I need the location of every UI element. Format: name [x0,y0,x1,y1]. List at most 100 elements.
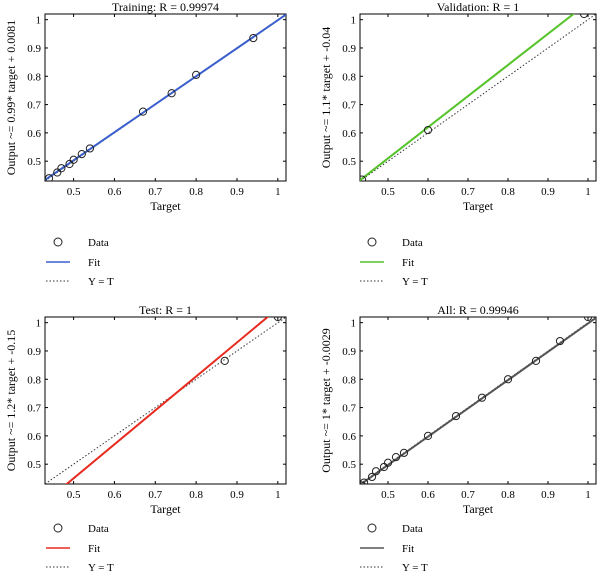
identity-line [360,14,596,181]
data-point [167,89,176,98]
data-point [249,33,258,43]
x-tick-label: 0.7 [461,489,475,501]
legend-data-marker [53,523,63,533]
y-tick-label: 0.7 [27,100,41,112]
x-tick-label: 0.6 [421,489,435,501]
data-point [477,393,487,402]
x-tick-label: 0.9 [541,186,555,198]
data-point [555,336,565,346]
x-axis-label: Target [463,199,494,213]
plot-area [360,14,596,181]
legend: Data Fit Y = T [360,237,428,288]
x-tick-label: 1 [275,186,281,198]
y-tick-label: 0.7 [342,100,356,112]
legend-identity-label: Y = T [402,276,428,288]
x-tick-label: 0.6 [108,489,122,501]
x-tick-label: 1 [585,489,591,501]
chart-title: Test: R = 1 [139,303,192,317]
data-point [583,317,593,322]
data-point [531,356,541,365]
y-tick-label: 0.6 [27,128,41,140]
x-tick-label: 1 [275,489,281,501]
legend-fit-label: Fit [402,543,414,555]
y-tick-label: 0.7 [342,403,356,415]
data-point [69,155,78,164]
x-tick-label: 0.6 [421,186,435,198]
data-point [371,467,381,476]
data-point [138,107,148,116]
x-tick-label: 0.8 [501,489,515,501]
y-tick-label: 0.8 [27,374,41,386]
data-point [423,431,433,440]
chart-title: Training: R = 0.99974 [112,0,219,14]
plot-frame [44,13,287,182]
data-point [77,150,86,159]
data-point [360,481,366,484]
legend-fit-label: Fit [402,257,414,269]
plot-area [360,317,596,484]
y-tick-label: 0.8 [342,71,356,83]
data-point [220,356,229,365]
x-tick-label: 0.8 [189,489,203,501]
plot-area [45,317,286,484]
x-axis-label: Target [463,502,494,516]
data-point [399,448,409,457]
data-point [503,375,513,384]
y-tick-label: 0.8 [342,374,356,386]
data-point [53,168,62,177]
chart-title: All: R = 0.99946 [437,303,518,317]
y-tick-label: 0.9 [342,43,356,55]
y-tick-label: 1 [351,318,357,330]
x-tick-label: 0.8 [189,186,203,198]
x-axis-label: Target [150,502,181,516]
chart-panel-3: 0.5 0.6 0.7 0.8 0.9 1 0.5 0.6 0.7 0.8 0.9 1 Test: R … [4,303,287,574]
identity-line [45,317,286,484]
data-point [57,164,66,173]
y-tick-label: 0.5 [27,459,41,471]
data-point [273,317,282,322]
data-point [65,159,74,169]
legend: Data Fit Y = T [360,523,428,574]
x-tick-label: 0.9 [230,489,244,501]
legend-fit-label: Fit [88,543,100,555]
y-tick-label: 0.6 [342,128,356,140]
y-tick-label: 0.5 [342,156,356,168]
data-point [360,478,369,484]
fit-line [360,14,576,181]
legend: Data Fit Y = T [46,523,114,574]
plot-frame [359,316,597,485]
y-tick-label: 1 [351,15,357,27]
data-point [192,70,201,79]
chart-panel-2: 0.5 0.6 0.7 0.8 0.9 1 0.5 0.6 0.7 0.8 0.9 1 Validati… [319,0,597,288]
x-tick-label: 0.7 [461,186,475,198]
x-tick-label: 0.9 [230,186,244,198]
legend-data-label: Data [88,523,109,535]
x-tick-label: 0.5 [67,186,81,198]
legend-data-label: Data [402,237,423,249]
legend-identity-label: Y = T [402,562,428,574]
y-tick-label: 0.5 [342,459,356,471]
x-tick-label: 0.5 [67,489,81,501]
y-tick-label: 0.9 [27,43,41,55]
data-point [367,472,377,482]
legend-data-marker [367,237,377,247]
y-axis-label: Output ~= 0.99* target + 0.0081 [4,20,18,175]
legend: Data Fit Y = T [46,237,114,288]
y-tick-label: 0.7 [27,403,41,415]
data-point [383,458,393,467]
x-tick-label: 0.7 [148,489,162,501]
data-point [391,453,401,462]
x-tick-label: 0.5 [381,186,395,198]
y-tick-label: 0.9 [27,346,41,358]
y-tick-label: 1 [36,15,42,27]
y-tick-label: 0.5 [27,156,41,168]
x-tick-label: 0.6 [108,186,122,198]
x-tick-label: 0.5 [381,489,395,501]
data-point [451,411,461,421]
legend-data-label: Data [402,523,423,535]
y-tick-label: 0.6 [27,431,41,443]
legend-data-label: Data [88,237,109,249]
y-tick-label: 0.9 [342,346,356,358]
legend-identity-label: Y = T [88,276,114,288]
legend-identity-label: Y = T [88,562,114,574]
